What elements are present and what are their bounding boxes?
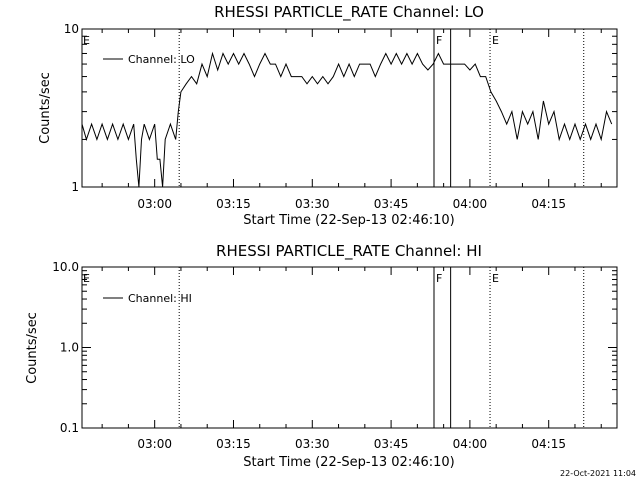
x-tick-label-lo: 03:15 — [216, 197, 251, 211]
chart-title-hi: RHESSI PARTICLE_RATE Channel: HI — [216, 242, 482, 261]
x-tick-label-hi: 03:15 — [216, 437, 251, 451]
legend-lo: Channel: LO — [103, 53, 195, 66]
x-axis-label-lo: Start Time (22-Sep-13 02:46:10) — [243, 213, 454, 228]
panel-lo: RHESSI PARTICLE_RATE Channel: LO Counts/… — [38, 3, 618, 228]
plot-frame-lo — [81, 28, 618, 188]
series-line-lo — [81, 51, 613, 188]
annotation-e-lo: E — [83, 34, 90, 47]
x-ticks-lo: 03:00 03:15 03:30 03:45 04:00 04:15 — [101, 29, 602, 211]
series-lo — [81, 51, 613, 188]
x-tick-label-lo: 03:45 — [374, 197, 409, 211]
x-axis-label-hi: Start Time (22-Sep-13 02:46:10) — [243, 455, 454, 470]
x-ticks-hi: 03:00 03:15 03:30 03:45 04:00 04:15 — [101, 267, 602, 451]
x-tick-label-lo: 03:00 — [137, 197, 172, 211]
y-tick-label-hi: 10.0 — [52, 260, 79, 274]
annotation-f-lo: F — [436, 34, 442, 47]
chart-title-lo: RHESSI PARTICLE_RATE Channel: LO — [214, 3, 484, 22]
vlines-lo — [178, 29, 585, 187]
y-ticks-lo: 1 10 — [64, 22, 617, 194]
legend-label-lo: Channel: LO — [128, 53, 195, 66]
panel-hi: RHESSI PARTICLE_RATE Channel: HI Counts/… — [25, 242, 618, 470]
x-tick-label-hi: 03:45 — [374, 437, 409, 451]
y-axis-label-lo: Counts/sec — [38, 72, 53, 144]
legend-hi: Channel: HI — [103, 292, 192, 305]
x-tick-label-lo: 03:30 — [295, 197, 330, 211]
annotation-e-lo: E — [492, 34, 499, 47]
vlines-hi — [178, 267, 585, 428]
y-tick-label-hi: 1.0 — [60, 341, 79, 355]
legend-label-hi: Channel: HI — [128, 292, 192, 305]
x-tick-label-hi: 04:00 — [453, 437, 488, 451]
x-tick-label-hi: 04:15 — [531, 437, 566, 451]
annotation-e-hi: E — [83, 272, 90, 285]
annotation-e-hi: E — [492, 272, 499, 285]
y-tick-label-hi: 0.1 — [60, 421, 79, 435]
x-tick-label-hi: 03:00 — [137, 437, 172, 451]
annotation-f-hi: F — [436, 272, 442, 285]
y-tick-label-lo: 1 — [71, 180, 79, 194]
plot-frame-hi — [81, 266, 618, 429]
y-tick-label-lo: 10 — [64, 22, 79, 36]
timestamp-stamp: 22-Oct-2021 11:04 — [560, 469, 636, 478]
x-tick-label-hi: 03:30 — [295, 437, 330, 451]
y-axis-label-hi: Counts/sec — [25, 312, 40, 384]
x-tick-label-lo: 04:15 — [531, 197, 566, 211]
y-ticks-hi: 0.1 1.0 10.0 — [52, 260, 617, 435]
x-tick-label-lo: 04:00 — [453, 197, 488, 211]
